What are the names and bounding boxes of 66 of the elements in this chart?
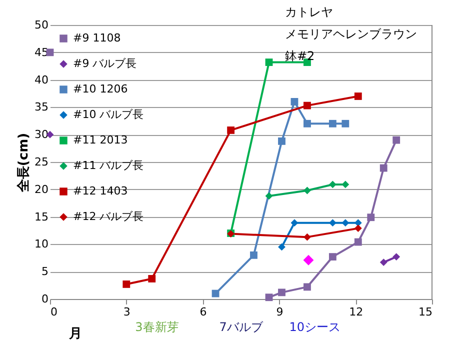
text: 3春新芽 — [135, 320, 179, 334]
x-tick-label: 12 — [349, 306, 364, 318]
point — [392, 253, 400, 261]
point — [265, 58, 273, 66]
point — [227, 126, 235, 134]
point — [290, 219, 298, 227]
point — [354, 92, 362, 100]
legend-label: #12 バルブ長 — [73, 210, 144, 223]
point — [122, 280, 130, 288]
legend-label: #11 バルブ長 — [73, 159, 144, 172]
legend-label: #10 1206 — [73, 82, 128, 96]
point — [342, 120, 350, 128]
point — [303, 254, 314, 266]
point — [304, 233, 311, 241]
point — [304, 120, 311, 128]
x-tick-label: 6 — [200, 306, 207, 318]
point — [342, 180, 350, 188]
text: 7バルブ — [219, 320, 264, 334]
y-tick-label: 25 — [34, 156, 48, 168]
annotation: 鉢#2 — [285, 49, 315, 63]
y-axis-title: 全長(cm) — [16, 132, 32, 194]
y-tick-label: 35 — [34, 100, 48, 114]
y-tick-label: 15 — [34, 210, 48, 224]
point — [380, 258, 388, 266]
point — [265, 294, 273, 302]
chart-subtitle: メモリアヘレンブラウン — [285, 27, 417, 41]
point — [328, 180, 336, 188]
y-tick-label: 30 — [34, 128, 48, 142]
point — [328, 253, 336, 261]
legend-label: #11 2013 — [73, 134, 128, 146]
x-axis-title: 月 — [68, 326, 82, 341]
y-tick-label: 0 — [42, 292, 48, 306]
point — [148, 275, 156, 282]
point — [265, 192, 273, 200]
legend-label: #10 バルブ長 — [73, 108, 144, 121]
x-tick-label: 3 — [123, 306, 130, 318]
y-tick-label: 50 — [34, 18, 48, 32]
chart-title: カトレヤ — [285, 5, 333, 19]
text: 10シース — [289, 320, 340, 334]
point — [392, 136, 400, 144]
point — [328, 219, 336, 227]
y-tick-label: 40 — [34, 73, 48, 86]
point — [250, 251, 258, 259]
legend-label: #9 1108 — [73, 32, 121, 44]
point — [304, 283, 311, 291]
point — [328, 120, 336, 128]
x-tick-label: 15 — [418, 306, 432, 318]
point — [278, 243, 286, 251]
y-tick-label: 10 — [34, 238, 48, 251]
legend-label: #12 1403 — [73, 184, 128, 198]
legend-label: #9 バルブ長 — [73, 57, 137, 70]
point — [354, 238, 362, 246]
point — [278, 137, 286, 145]
point — [304, 186, 311, 194]
point — [290, 98, 298, 106]
point — [354, 219, 362, 227]
y-tick-label: 5 — [42, 265, 48, 278]
point — [278, 288, 286, 296]
point — [367, 214, 375, 222]
x-tick-label: 0 — [50, 306, 58, 318]
point — [380, 164, 388, 172]
y-tick-label: 20 — [34, 182, 48, 196]
x-tick-label: 9 — [276, 306, 284, 318]
point — [304, 102, 311, 110]
point — [354, 224, 362, 232]
point — [342, 219, 350, 227]
